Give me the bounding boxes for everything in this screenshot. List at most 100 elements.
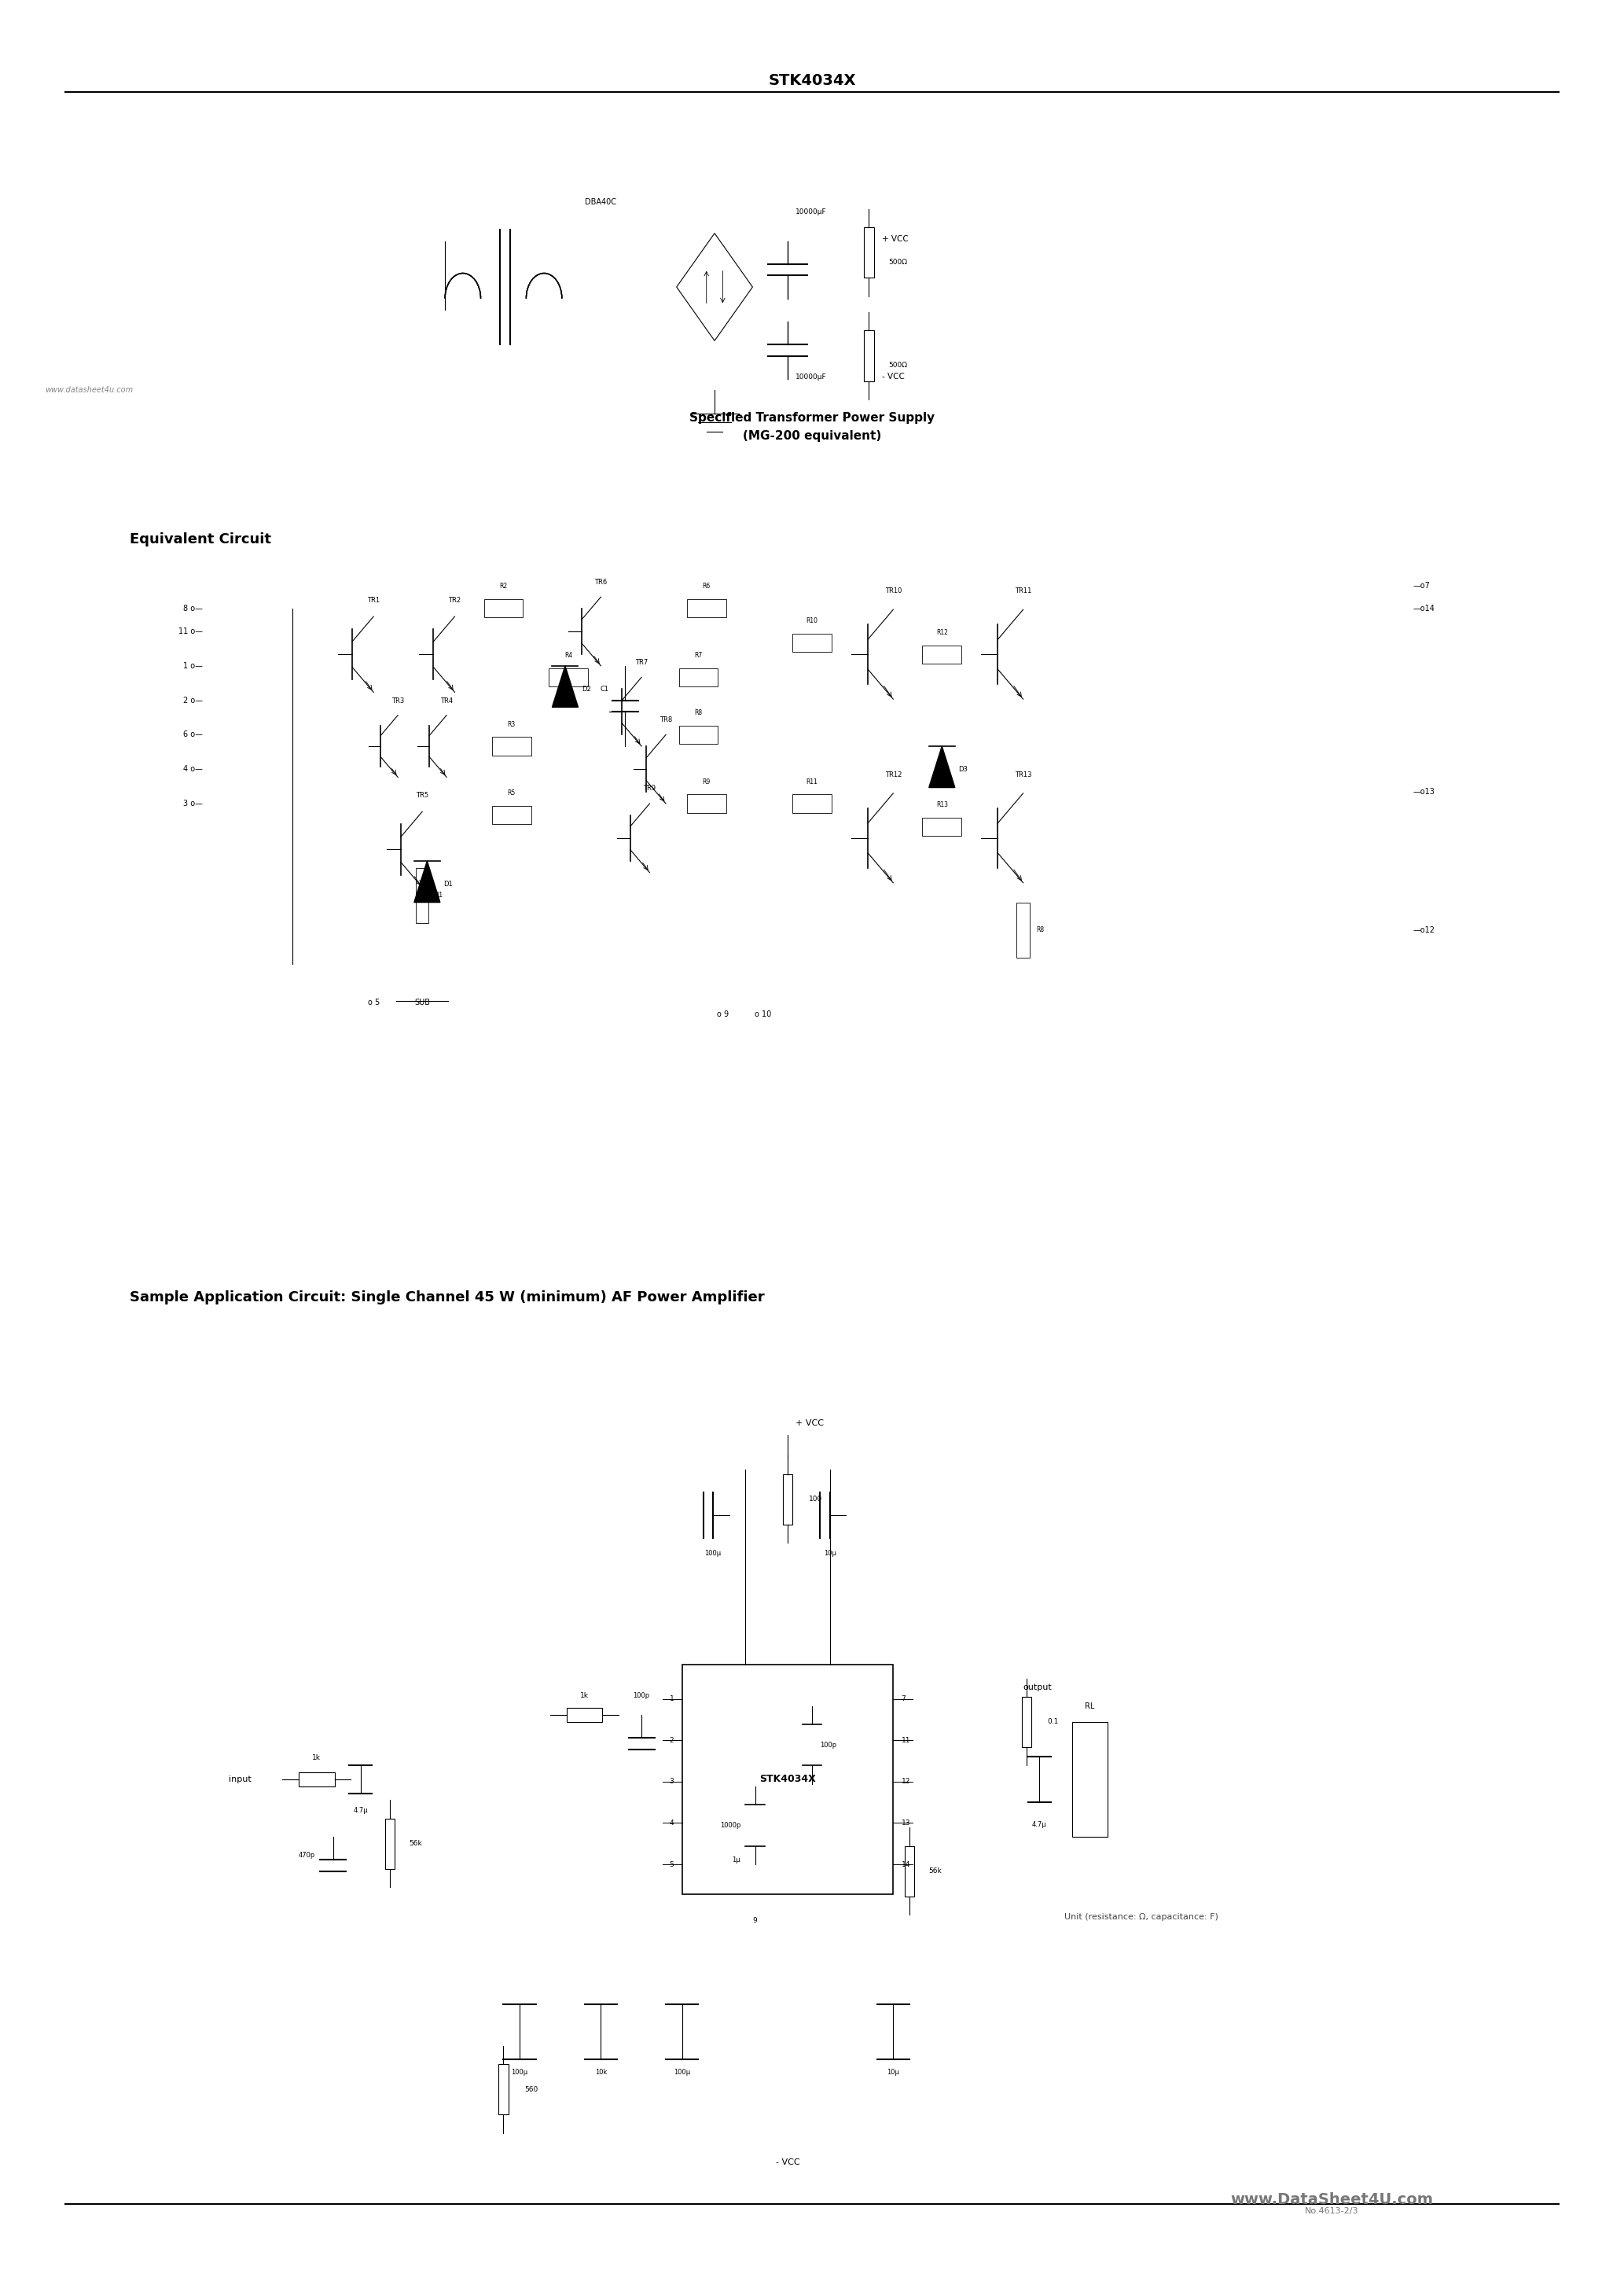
Bar xyxy=(922,817,961,836)
Text: 1 o—: 1 o— xyxy=(184,661,203,670)
Bar xyxy=(687,794,726,813)
Text: 500Ω: 500Ω xyxy=(888,363,908,370)
Text: 0.1: 0.1 xyxy=(1047,1717,1059,1727)
Text: R13: R13 xyxy=(935,801,948,808)
Text: R2: R2 xyxy=(500,583,507,590)
Text: TR8: TR8 xyxy=(659,716,672,723)
Text: TR2: TR2 xyxy=(448,597,461,604)
Bar xyxy=(864,331,874,381)
Text: —o7: —o7 xyxy=(1413,581,1431,590)
Text: 100μ: 100μ xyxy=(705,1550,721,1557)
Text: TR13: TR13 xyxy=(1015,771,1031,778)
Polygon shape xyxy=(552,666,578,707)
Text: 100μ: 100μ xyxy=(512,2069,528,2076)
Bar xyxy=(783,1474,793,1525)
Text: 11: 11 xyxy=(901,1736,911,1745)
Text: o 9: o 9 xyxy=(716,1010,729,1017)
Bar xyxy=(905,1846,914,1896)
Text: 2 o—: 2 o— xyxy=(184,696,203,705)
Bar xyxy=(793,634,831,652)
Text: D1: D1 xyxy=(443,879,453,889)
Text: 560: 560 xyxy=(525,2085,538,2094)
Text: 1k: 1k xyxy=(312,1754,322,1761)
Bar xyxy=(679,668,718,687)
Bar xyxy=(1021,1697,1031,1747)
Text: Unit (resistance: Ω, capacitance: F): Unit (resistance: Ω, capacitance: F) xyxy=(1064,1913,1218,1922)
Text: o 10: o 10 xyxy=(755,1010,771,1017)
Text: 1000p: 1000p xyxy=(719,1821,741,1830)
Text: 14: 14 xyxy=(901,1860,911,1869)
Bar xyxy=(687,599,726,618)
Bar xyxy=(682,1665,893,1894)
Text: R8: R8 xyxy=(695,709,702,716)
Bar xyxy=(864,227,874,278)
Text: R7: R7 xyxy=(695,652,702,659)
Text: www.datasheet4u.com: www.datasheet4u.com xyxy=(45,386,133,395)
Text: 10μ: 10μ xyxy=(823,1550,836,1557)
Text: R9: R9 xyxy=(703,778,710,785)
Text: D3: D3 xyxy=(958,765,968,774)
Bar xyxy=(1072,1722,1108,1837)
Bar xyxy=(549,668,588,687)
Text: No.4613-2/3: No.4613-2/3 xyxy=(1304,2206,1359,2216)
Text: o 5: o 5 xyxy=(367,999,380,1006)
Text: R11: R11 xyxy=(806,778,818,785)
Text: - VCC: - VCC xyxy=(882,372,905,381)
Text: Sample Application Circuit: Single Channel 45 W (minimum) AF Power Amplifier: Sample Application Circuit: Single Chann… xyxy=(130,1290,765,1304)
Bar xyxy=(385,1818,395,1869)
Text: 500Ω: 500Ω xyxy=(888,259,908,266)
Text: 1: 1 xyxy=(669,1694,674,1704)
Text: RL: RL xyxy=(1085,1704,1095,1711)
Text: TR11: TR11 xyxy=(1015,588,1031,595)
Text: 10000μF: 10000μF xyxy=(796,209,827,216)
Bar xyxy=(492,737,531,755)
Bar xyxy=(679,726,718,744)
Text: 100p: 100p xyxy=(633,1692,650,1699)
Text: 1k: 1k xyxy=(580,1692,590,1699)
Text: 6 o—: 6 o— xyxy=(184,730,203,739)
Text: R3: R3 xyxy=(508,721,515,728)
Text: —o13: —o13 xyxy=(1413,788,1434,797)
Text: (MG-200 equivalent): (MG-200 equivalent) xyxy=(742,429,882,443)
Text: 1μ: 1μ xyxy=(732,1855,741,1864)
Text: TR6: TR6 xyxy=(594,579,607,585)
Text: 8 o—: 8 o— xyxy=(184,604,203,613)
Text: R1: R1 xyxy=(435,891,443,900)
Bar xyxy=(299,1773,335,1786)
Text: 10μ: 10μ xyxy=(887,2069,900,2076)
Text: 4.7μ: 4.7μ xyxy=(352,1807,369,1814)
Text: R4: R4 xyxy=(565,652,572,659)
Text: 4 o—: 4 o— xyxy=(184,765,203,774)
Text: R6: R6 xyxy=(703,583,710,590)
Text: Specified Transformer Power Supply: Specified Transformer Power Supply xyxy=(689,411,935,425)
Text: 13: 13 xyxy=(901,1818,911,1828)
Bar xyxy=(416,868,429,923)
Text: D2: D2 xyxy=(581,684,591,693)
Text: 4: 4 xyxy=(669,1818,674,1828)
Text: C1: C1 xyxy=(601,684,609,693)
Text: 56k: 56k xyxy=(409,1839,422,1848)
Bar xyxy=(793,794,831,813)
Text: 10000μF: 10000μF xyxy=(796,374,827,381)
Text: DBA40C: DBA40C xyxy=(585,197,617,207)
Text: output: output xyxy=(1023,1683,1052,1692)
Text: —o12: —o12 xyxy=(1413,925,1436,934)
Text: 11 o—: 11 o— xyxy=(179,627,203,636)
Bar xyxy=(499,2064,508,2115)
Text: 12: 12 xyxy=(901,1777,911,1786)
Text: 7: 7 xyxy=(901,1694,906,1704)
Polygon shape xyxy=(414,861,440,902)
Text: 470p: 470p xyxy=(299,1851,315,1860)
Text: SUB: SUB xyxy=(414,999,430,1006)
Text: R5: R5 xyxy=(508,790,515,797)
Bar xyxy=(1017,902,1030,957)
Text: Equivalent Circuit: Equivalent Circuit xyxy=(130,533,271,546)
Bar xyxy=(484,599,523,618)
Bar xyxy=(492,806,531,824)
Text: 100: 100 xyxy=(809,1495,822,1504)
Text: - VCC: - VCC xyxy=(776,2158,799,2165)
Text: R10: R10 xyxy=(806,618,818,625)
Text: 2: 2 xyxy=(669,1736,674,1745)
Text: R8: R8 xyxy=(1036,925,1044,934)
Text: 10k: 10k xyxy=(594,2069,607,2076)
